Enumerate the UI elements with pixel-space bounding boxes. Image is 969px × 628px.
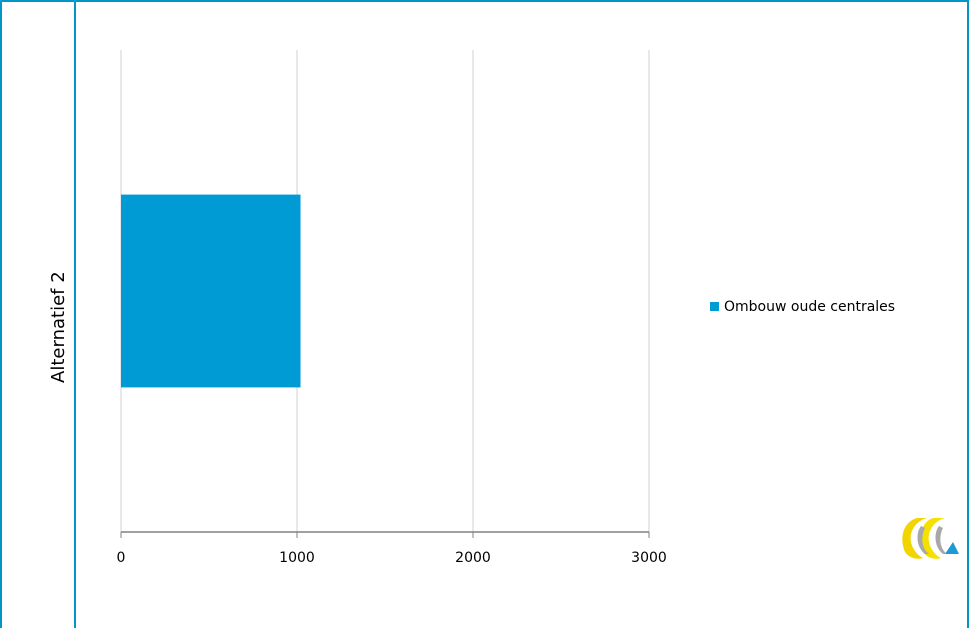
x-tick-label: 1000 xyxy=(279,550,315,566)
legend-label: Ombouw oude centrales xyxy=(724,299,895,315)
x-tick-label: 2000 xyxy=(455,550,491,566)
x-tick-labels: 0 1000 2000 3000 xyxy=(117,550,667,566)
legend: Ombouw oude centrales xyxy=(710,299,895,315)
company-logo-icon xyxy=(902,518,959,559)
left-divider-line xyxy=(74,2,76,628)
bars xyxy=(121,194,301,388)
legend-swatch xyxy=(710,302,719,311)
category-labels: Alternatief 2 xyxy=(48,271,69,383)
category-label: Alternatief 2 xyxy=(48,271,69,383)
x-tick-label: 0 xyxy=(117,550,126,566)
x-axis xyxy=(120,531,650,538)
x-tick-label: 3000 xyxy=(631,550,667,566)
bar xyxy=(121,194,301,388)
